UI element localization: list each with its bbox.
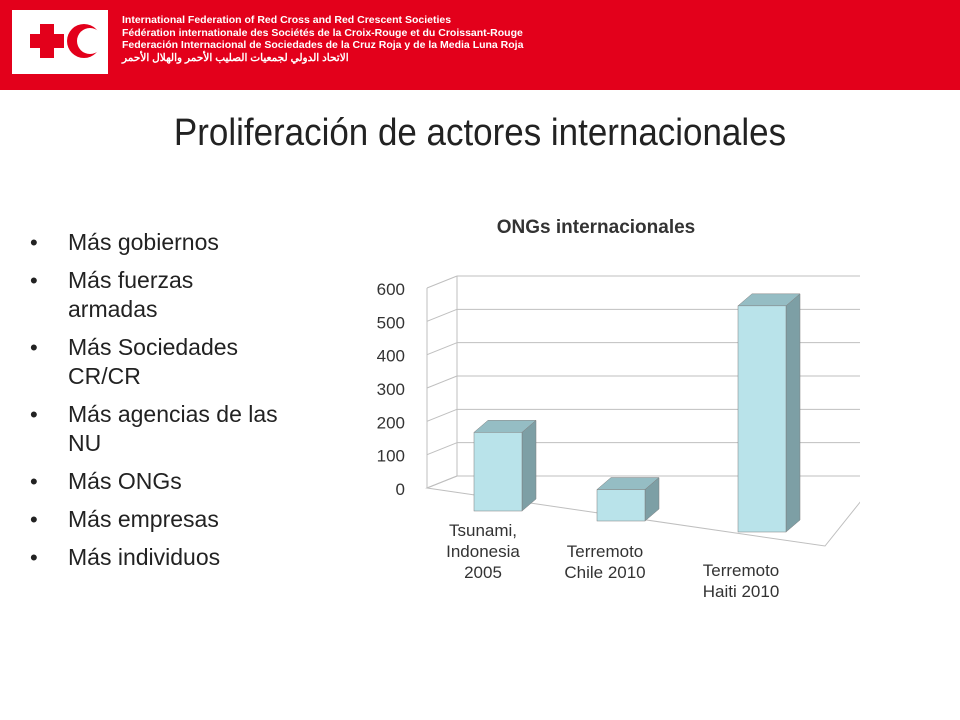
- red-crescent-icon: [67, 24, 103, 58]
- bullet-text: Más fuerzas armadas: [68, 267, 194, 322]
- bullet-text: Más agencias de las NU: [68, 401, 278, 456]
- y-tick-label: 100: [377, 447, 405, 466]
- bar: [737, 305, 787, 533]
- chart-container: ONGs internacionales 0 100 200 300 400 500 600 T…: [320, 200, 883, 620]
- org-name-english: International Federation of Red Cross an…: [122, 14, 452, 26]
- org-names: International Federation of Red Cross an…: [122, 14, 523, 64]
- gridline-side: [426, 408, 458, 422]
- bullet-text: Más Sociedades CR/CR: [68, 334, 239, 389]
- y-tick-label: 600: [377, 280, 405, 299]
- bullet-list: • Más gobiernos • Más fuerzas armadas • Más…: [30, 228, 280, 581]
- gridline-side: [426, 342, 458, 356]
- x-category-label-line: Indonesia: [446, 542, 520, 561]
- bullet-item: • Más ONGs: [30, 467, 280, 496]
- x-category-label-line: Terremoto: [567, 542, 644, 561]
- bullet-dot-icon: •: [30, 507, 38, 532]
- ngo-bar-chart: ONGs internacionales 0 100 200 300 400 500 600 T…: [377, 217, 883, 601]
- x-category-label-line: Tsunami,: [449, 521, 517, 540]
- bullet-item: • Más gobiernos: [30, 228, 280, 257]
- bullet-item: • Más fuerzas armadas: [30, 266, 280, 324]
- y-tick-label: 0: [396, 480, 405, 499]
- red-cross-icon: [30, 24, 64, 58]
- bar-side: [521, 419, 537, 512]
- chart-title: ONGs internacionales: [497, 217, 696, 238]
- bullet-text: Más individuos: [68, 544, 221, 570]
- y-tick-label: 500: [377, 313, 405, 332]
- bullet-dot-icon: •: [30, 230, 38, 255]
- bullet-item: • Más agencias de las NU: [30, 400, 280, 458]
- bullet-text: Más gobiernos: [68, 229, 219, 255]
- bar-side: [785, 293, 801, 533]
- x-category-label: Tsunami, Indonesia 2005: [446, 521, 520, 582]
- ifrc-logo: [12, 10, 108, 74]
- bullet-dot-icon: •: [30, 469, 38, 494]
- y-tick-label: 400: [377, 347, 405, 366]
- bar: [473, 432, 523, 512]
- bullet-dot-icon: •: [30, 402, 38, 427]
- bullet-text: Más ONGs: [68, 468, 182, 494]
- org-name-spanish: Federación Internacional de Sociedades d…: [122, 39, 524, 52]
- y-tick-label: 200: [377, 413, 405, 432]
- bullet-item: • Más individuos: [30, 543, 280, 572]
- bullet-dot-icon: •: [30, 545, 38, 570]
- x-category-label: Terremoto Haiti 2010: [703, 561, 780, 601]
- org-name-french: Fédération internationale des Sociétés d…: [122, 26, 523, 39]
- bullet-text: Más empresas: [68, 506, 219, 532]
- header-banner: International Federation of Red Cross an…: [0, 0, 960, 90]
- gridline-side: [426, 308, 458, 322]
- x-category-label-line: 2005: [464, 563, 502, 582]
- bullet-dot-icon: •: [30, 335, 38, 360]
- x-category-label-line: Chile 2010: [564, 563, 645, 582]
- x-category-label-line: Terremoto: [703, 561, 780, 580]
- slide-title: Proliferación de actores internacionales: [173, 112, 787, 154]
- x-category-label-line: Haiti 2010: [703, 582, 780, 601]
- gridline-side: [426, 375, 458, 389]
- y-tick-label: 300: [377, 380, 405, 399]
- bar: [596, 489, 646, 522]
- org-name-arabic: الاتحاد الدولي لجمعيات الصليب الأحمر وال…: [122, 51, 349, 64]
- bullet-item: • Más empresas: [30, 505, 280, 534]
- x-category-label: Terremoto Chile 2010: [564, 542, 645, 582]
- logo-emblem: [30, 24, 103, 58]
- bullet-item: • Más Sociedades CR/CR: [30, 333, 280, 391]
- bullet-dot-icon: •: [30, 268, 38, 293]
- gridline-side: [426, 275, 458, 289]
- gridline-side: [426, 442, 458, 456]
